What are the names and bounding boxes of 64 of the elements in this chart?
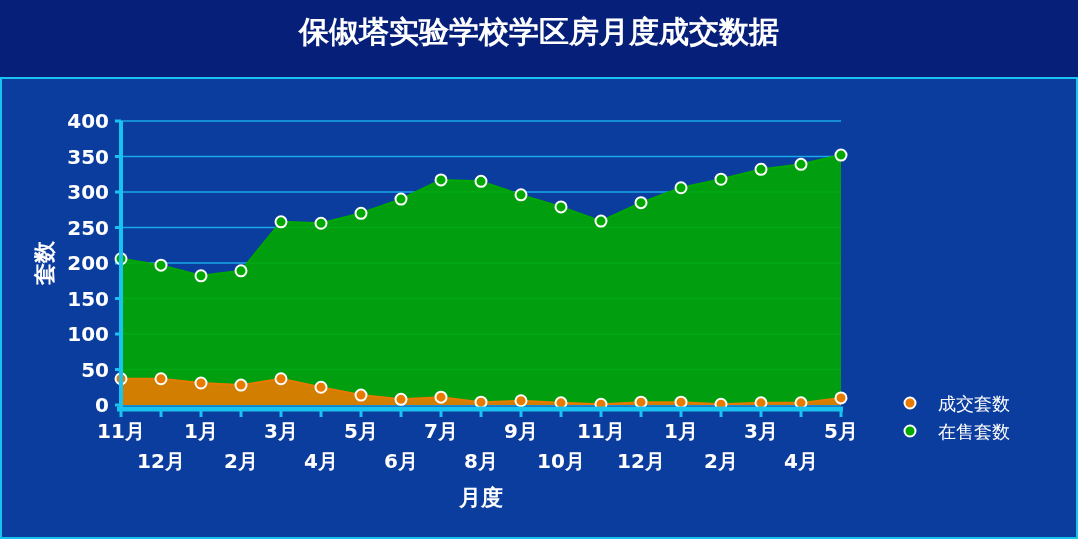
point [234, 378, 248, 392]
legend-label: 成交套数 [938, 393, 1010, 414]
x-axis-title: 月度 [458, 485, 503, 510]
y-tick-label: 350 [67, 144, 109, 169]
x-tick-label: 10月 [537, 449, 585, 473]
point [834, 391, 848, 405]
point [514, 394, 528, 408]
x-tick-label: 3月 [264, 419, 298, 443]
y-tick-label: 150 [67, 286, 109, 311]
point [234, 264, 248, 278]
point [194, 376, 208, 390]
x-tick-label: 7月 [424, 419, 458, 443]
x-tick-label: 4月 [784, 449, 818, 473]
point [314, 216, 328, 230]
point [754, 162, 768, 176]
point [594, 214, 608, 228]
y-axis-title: 套数 [32, 240, 57, 286]
x-tick-label: 2月 [704, 449, 738, 473]
point [434, 173, 448, 187]
point [674, 395, 688, 409]
legend-label: 在售套数 [938, 421, 1010, 442]
x-tick-label: 12月 [617, 449, 665, 473]
y-tick-label: 50 [81, 357, 109, 382]
y-tick-label: 0 [95, 393, 109, 417]
point [154, 372, 168, 386]
point [394, 192, 408, 206]
point [154, 258, 168, 272]
x-tick-label: 9月 [504, 419, 538, 443]
y-tick-label: 100 [67, 322, 109, 346]
chart-title: 保俶塔实验学校学区房月度成交数据 [298, 14, 779, 49]
x-tick-label: 11月 [577, 419, 625, 443]
point [634, 395, 648, 409]
point [554, 200, 568, 214]
point [514, 188, 528, 202]
point [834, 148, 848, 162]
x-tick-label: 12月 [137, 449, 185, 473]
x-tick-label: 1月 [664, 419, 698, 443]
x-tick-label: 5月 [344, 419, 378, 443]
point [474, 174, 488, 188]
y-tick-label: 300 [67, 180, 109, 204]
x-tick-label: 8月 [464, 449, 498, 473]
point [274, 215, 288, 229]
x-tick-label: 3月 [744, 419, 778, 443]
x-tick-label: 11月 [97, 419, 145, 443]
point [634, 196, 648, 210]
point [714, 172, 728, 186]
point [674, 181, 688, 195]
x-tick-label: 2月 [224, 449, 258, 473]
point [474, 395, 488, 409]
point [394, 392, 408, 406]
point [794, 157, 808, 171]
x-tick-label: 5月 [824, 419, 858, 443]
y-tick-label: 200 [67, 251, 109, 275]
x-tick-label: 4月 [304, 449, 338, 473]
y-tick-label: 250 [67, 215, 109, 240]
point [354, 206, 368, 220]
point [274, 372, 288, 386]
point [314, 380, 328, 394]
point [354, 388, 368, 402]
y-tick-label: 400 [67, 109, 109, 133]
x-tick-label: 6月 [384, 449, 418, 473]
x-tick-label: 1月 [184, 419, 218, 443]
point [194, 269, 208, 283]
point [434, 390, 448, 404]
